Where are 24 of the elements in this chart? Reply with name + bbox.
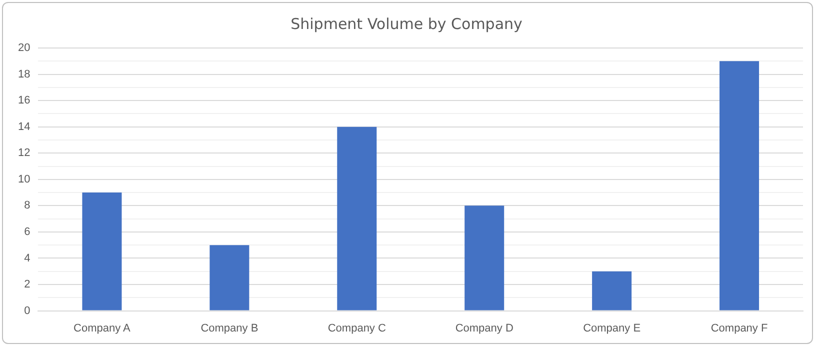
x-tick-label: Company A — [74, 322, 132, 334]
y-tick-label: 6 — [24, 226, 30, 238]
y-tick-label: 2 — [24, 278, 30, 291]
y-tick-label: 8 — [24, 200, 30, 212]
y-tick-label: 20 — [18, 42, 30, 54]
y-tick-label: 16 — [18, 94, 30, 107]
x-tick-label: Company D — [455, 322, 514, 334]
x-tick-label: Company F — [710, 322, 768, 334]
y-tick-label: 0 — [24, 304, 30, 317]
bar — [592, 271, 632, 310]
bar — [210, 245, 250, 310]
bar — [337, 126, 377, 310]
y-tick-label: 14 — [18, 120, 30, 133]
bar — [464, 206, 504, 310]
y-tick-label: 4 — [24, 252, 30, 264]
y-tick-label: 18 — [18, 68, 30, 80]
y-tick-label: 12 — [18, 147, 30, 160]
x-tick-label: Company C — [328, 322, 386, 334]
bar — [82, 192, 122, 310]
x-tick-label: Company E — [583, 322, 641, 334]
bar — [720, 61, 760, 310]
chart-title: Shipment Volume by Company — [290, 14, 523, 33]
y-tick-label: 10 — [18, 173, 30, 186]
x-tick-label: Company B — [200, 322, 258, 334]
